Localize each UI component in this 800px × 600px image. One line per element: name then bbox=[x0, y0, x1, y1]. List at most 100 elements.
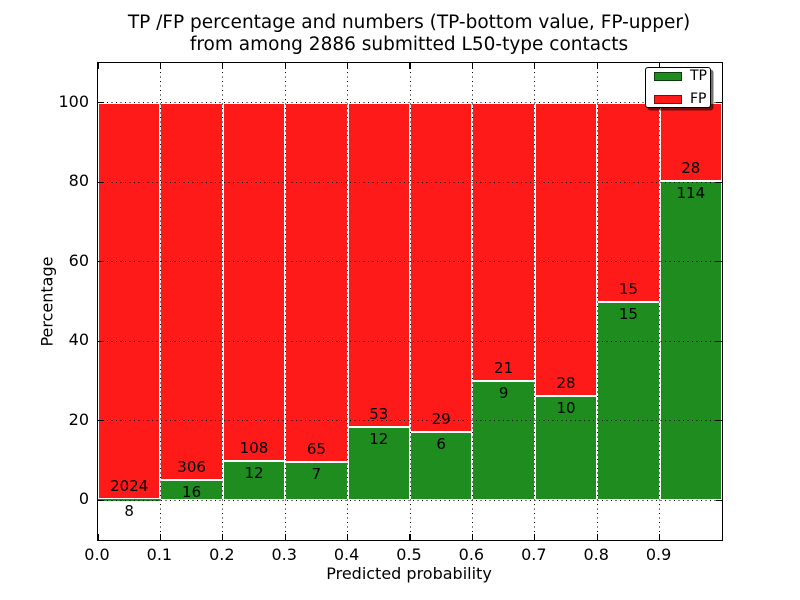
y-tick-mark bbox=[98, 340, 104, 342]
y-tick-mark bbox=[98, 102, 104, 104]
y-tick-label: 100 bbox=[58, 91, 89, 111]
fp-count-label: 28 bbox=[681, 159, 701, 178]
horizontal-gridline bbox=[98, 420, 722, 422]
legend-swatch-fp bbox=[654, 94, 682, 104]
x-tick-mark-top bbox=[534, 63, 536, 69]
x-tick-mark bbox=[471, 534, 473, 540]
fp-count-label: 29 bbox=[431, 410, 451, 429]
bar-segment-tp bbox=[472, 381, 535, 501]
x-tick-label: 0.7 bbox=[521, 545, 547, 564]
y-tick-mark-right bbox=[716, 261, 722, 263]
y-tick-mark-right bbox=[716, 181, 722, 183]
legend-label: FP bbox=[690, 91, 707, 107]
bar-segment-fp bbox=[222, 102, 286, 461]
chart-title-line1: TP /FP percentage and numbers (TP-bottom… bbox=[127, 12, 691, 33]
x-tick-mark bbox=[347, 534, 349, 540]
y-tick-label: 80 bbox=[68, 171, 89, 191]
bar-segment-tp bbox=[534, 395, 598, 501]
x-tick-label: 0.0 bbox=[84, 545, 110, 564]
legend-entry: TP bbox=[654, 68, 710, 84]
x-tick-mark bbox=[534, 534, 536, 540]
y-tick-mark bbox=[98, 261, 104, 263]
horizontal-gridline bbox=[98, 499, 722, 501]
vertical-gridline bbox=[347, 63, 349, 540]
x-tick-label: 0.2 bbox=[209, 545, 235, 564]
x-tick-mark bbox=[97, 534, 99, 540]
y-tick-mark bbox=[98, 420, 104, 422]
bar-segment-fp bbox=[285, 102, 348, 462]
x-tick-mark bbox=[596, 534, 598, 540]
tp-count-label: 9 bbox=[498, 384, 509, 402]
bar-segment-fp bbox=[472, 102, 535, 381]
legend-swatch-tp bbox=[654, 71, 682, 81]
bar-segment-fp bbox=[597, 102, 660, 302]
x-tick-mark-top bbox=[159, 63, 161, 69]
tp-count-label: 12 bbox=[369, 429, 389, 448]
bar-segment-tp bbox=[98, 498, 161, 501]
x-tick-mark bbox=[659, 534, 661, 540]
tp-count-label: 12 bbox=[244, 463, 264, 482]
y-tick-mark-right bbox=[716, 102, 722, 104]
vertical-gridline bbox=[284, 63, 286, 540]
tp-count-label: 16 bbox=[182, 483, 202, 502]
x-tick-label: 0.1 bbox=[146, 545, 173, 564]
bar-segment-tp bbox=[285, 461, 348, 501]
bar-segment-fp bbox=[98, 102, 161, 499]
y-tick-mark-right bbox=[716, 499, 722, 501]
legend-entry: FP bbox=[654, 91, 710, 107]
tp-count-label: 8 bbox=[124, 501, 134, 520]
horizontal-gridline bbox=[98, 261, 722, 263]
y-tick-mark-right bbox=[716, 420, 722, 422]
horizontal-gridline bbox=[98, 102, 722, 104]
x-tick-mark-top bbox=[284, 63, 286, 69]
vertical-gridline bbox=[409, 63, 411, 540]
x-tick-label: 0.3 bbox=[271, 545, 297, 564]
vertical-gridline bbox=[534, 63, 536, 540]
x-tick-label: 0.4 bbox=[333, 545, 360, 564]
vertical-gridline bbox=[659, 63, 661, 540]
bar-segment-tp bbox=[659, 181, 722, 501]
legend: TP FP bbox=[645, 67, 711, 108]
fp-count-label: 108 bbox=[239, 438, 269, 457]
x-axis-label: Predicted probability bbox=[326, 564, 492, 583]
x-tick-label: 0.6 bbox=[458, 545, 485, 564]
fp-count-label: 21 bbox=[494, 359, 514, 377]
x-tick-label: 0.8 bbox=[583, 545, 609, 564]
bar-segment-fp bbox=[659, 102, 722, 182]
fp-count-label: 306 bbox=[177, 458, 206, 477]
bar-segment-tp bbox=[222, 460, 286, 501]
tp-count-label: 10 bbox=[556, 398, 576, 417]
bar-segment-tp bbox=[347, 426, 410, 501]
tp-count-label: 6 bbox=[436, 435, 446, 454]
x-tick-mark bbox=[409, 534, 411, 540]
fp-count-label: 2024 bbox=[110, 476, 149, 495]
fp-count-label: 65 bbox=[306, 439, 326, 458]
x-tick-mark-top bbox=[97, 63, 99, 69]
x-tick-mark-top bbox=[409, 63, 411, 69]
vertical-gridline bbox=[471, 63, 473, 540]
x-tick-mark-top bbox=[659, 63, 661, 69]
x-tick-mark bbox=[222, 534, 224, 540]
bar-segment-fp bbox=[160, 102, 223, 481]
y-tick-mark bbox=[98, 181, 104, 183]
x-tick-label: 0.9 bbox=[645, 545, 672, 564]
x-tick-mark-top bbox=[347, 63, 349, 69]
x-tick-mark bbox=[159, 534, 161, 540]
chart-title: TP /FP percentage and numbers (TP-bottom… bbox=[0, 12, 800, 55]
legend-label: TP bbox=[690, 68, 707, 84]
fp-count-label: 53 bbox=[369, 404, 389, 423]
tp-count-label: 15 bbox=[618, 304, 638, 323]
bar-segment-fp bbox=[410, 102, 473, 433]
vertical-gridline bbox=[222, 63, 224, 540]
y-tick-mark-right bbox=[716, 340, 722, 342]
bar-segment-tp bbox=[597, 301, 660, 501]
y-tick-label: 20 bbox=[68, 409, 89, 429]
x-tick-mark-top bbox=[471, 63, 473, 69]
tp-count-label: 114 bbox=[676, 184, 706, 203]
x-tick-mark-top bbox=[222, 63, 224, 69]
horizontal-gridline bbox=[98, 181, 722, 183]
y-tick-mark bbox=[98, 499, 104, 501]
horizontal-gridline bbox=[98, 340, 722, 342]
chart-title-line2: from among 2886 submitted L50-type conta… bbox=[189, 33, 629, 55]
